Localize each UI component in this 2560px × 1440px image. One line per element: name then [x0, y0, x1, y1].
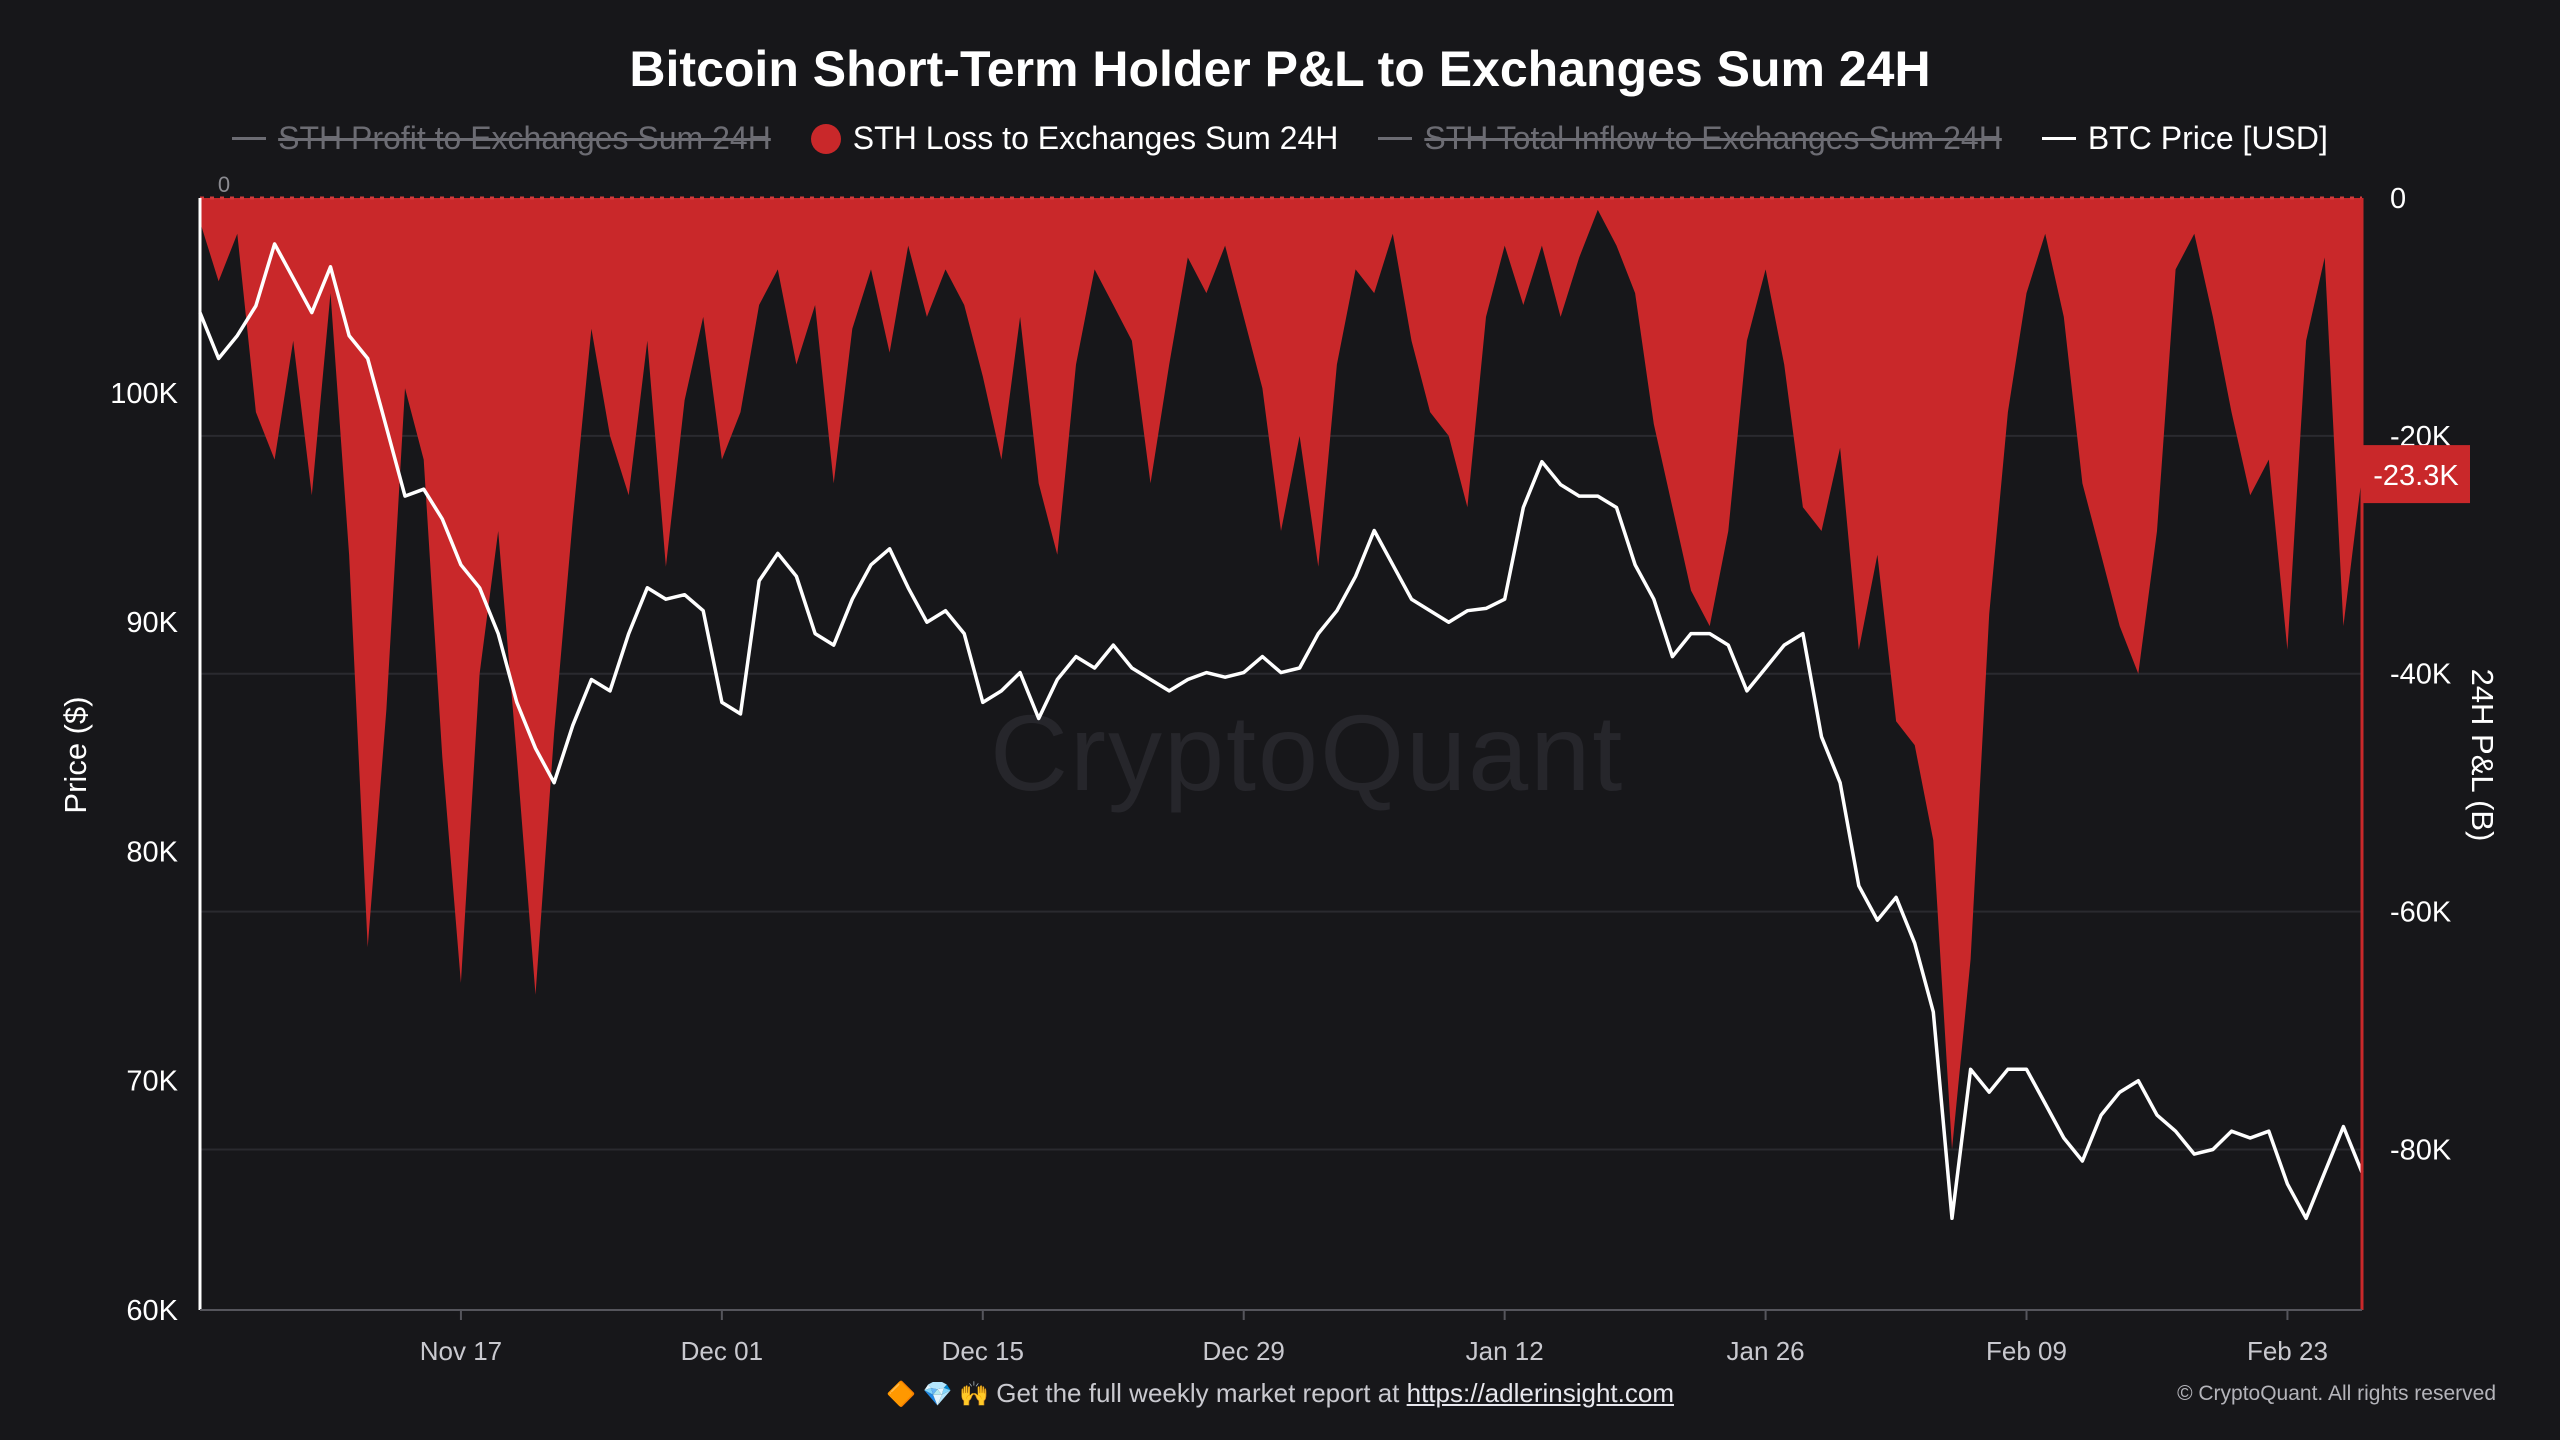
axis-layer	[198, 198, 2364, 1320]
tick-label-layer: Nov 17 Dec 01 Dec 15 Dec 29 Jan 12 Jan 26 Feb …	[58, 172, 2500, 1366]
current-value-badge	[2362, 445, 2470, 504]
legend-item-sth-total-inflow[interactable]: STH Total Inflow to Exchanges Sum 24H	[1378, 120, 2002, 157]
y-left-tick-label: 60K	[126, 1295, 178, 1327]
legend-label: STH Profit to Exchanges Sum 24H	[278, 120, 771, 156]
price-line-layer	[198, 242, 2364, 1221]
y-left-top-label: 0	[218, 172, 230, 197]
legend-line-icon	[1378, 137, 1413, 140]
legend-line-icon	[2041, 137, 2076, 140]
y-right-axis-title: 24H P&L (B)	[2465, 669, 2500, 842]
x-tick-label: Dec 29	[1203, 1336, 1285, 1366]
x-tick-label: Feb 09	[1986, 1336, 2067, 1366]
btc-price-line	[198, 242, 2364, 1221]
x-tick-label: Dec 01	[681, 1336, 763, 1366]
x-tick-label: Nov 17	[420, 1336, 502, 1366]
x-tick-label: Jan 12	[1466, 1336, 1544, 1366]
current-value-label: -23.3K	[2373, 460, 2459, 492]
y-left-tick-label: 70K	[126, 1066, 178, 1098]
x-tick-label: Feb 23	[2247, 1336, 2328, 1366]
sth-loss-area	[200, 198, 2362, 1150]
copyright: © CryptoQuant. All rights reserved	[2177, 1382, 2496, 1405]
legend-item-sth-profit[interactable]: STH Profit to Exchanges Sum 24H	[232, 120, 771, 157]
y-right-tick-label: 0	[2390, 183, 2406, 215]
legend-label: STH Total Inflow to Exchanges Sum 24H	[1424, 120, 2002, 156]
y-right-tick-label: -40K	[2390, 659, 2452, 691]
footer-emojis: 🔶 💎 🙌	[886, 1381, 989, 1408]
legend-dot-icon	[810, 123, 841, 154]
y-left-tick-label: 90K	[126, 607, 178, 639]
loss-area-layer	[200, 196, 2362, 1150]
y-left-axis-title: Price ($)	[58, 696, 93, 813]
legend-line-icon	[232, 137, 267, 140]
y-left-tick-label: 80K	[126, 836, 178, 868]
y-right-tick-label: -80K	[2390, 1134, 2452, 1166]
footer-text: Get the full weekly market report at	[996, 1378, 1400, 1408]
legend-label: STH Loss to Exchanges Sum 24H	[852, 120, 1339, 156]
x-tick-label: Dec 15	[942, 1336, 1024, 1366]
legend-item-btc-price[interactable]: BTC Price [USD]	[2041, 120, 2328, 157]
legend: STH Profit to Exchanges Sum 24H STH Loss…	[0, 120, 2560, 157]
footer: 🔶 💎 🙌 Get the full weekly market report …	[0, 1378, 2560, 1409]
y-right-tick-label: -60K	[2390, 897, 2452, 929]
y-left-tick-label: 100K	[110, 378, 178, 410]
x-tick-label: Jan 26	[1727, 1336, 1805, 1366]
footer-link[interactable]: https://adlerinsight.com	[1406, 1378, 1674, 1408]
legend-item-sth-loss[interactable]: STH Loss to Exchanges Sum 24H	[810, 120, 1339, 157]
chart-title: Bitcoin Short-Term Holder P&L to Exchang…	[629, 41, 1931, 97]
legend-label: BTC Price [USD]	[2087, 120, 2328, 156]
watermark: CryptoQuant	[990, 692, 1625, 813]
